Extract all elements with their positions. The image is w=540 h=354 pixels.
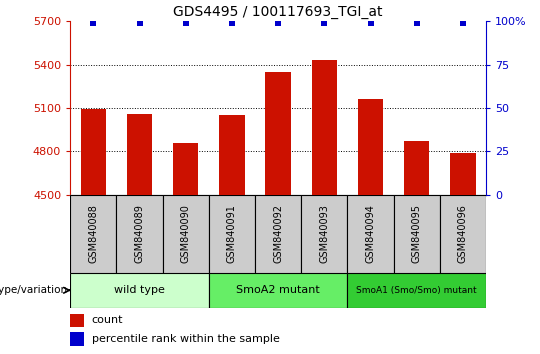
Bar <box>440 195 486 273</box>
Bar <box>450 153 476 195</box>
Bar <box>404 141 429 195</box>
Bar <box>163 195 209 273</box>
Bar <box>394 195 440 273</box>
Text: GSM840091: GSM840091 <box>227 204 237 263</box>
Bar <box>209 195 255 273</box>
Text: GSM840089: GSM840089 <box>134 204 145 263</box>
Bar <box>70 314 84 327</box>
Bar <box>70 273 209 308</box>
Bar <box>219 115 245 195</box>
Bar <box>265 72 291 195</box>
Text: count: count <box>92 315 123 325</box>
Bar <box>347 195 394 273</box>
Title: GDS4495 / 100117693_TGI_at: GDS4495 / 100117693_TGI_at <box>173 5 383 19</box>
Bar <box>347 273 486 308</box>
Bar <box>80 109 106 195</box>
Text: GSM840095: GSM840095 <box>411 204 422 263</box>
Bar <box>358 99 383 195</box>
Bar <box>70 195 117 273</box>
Bar <box>301 195 347 273</box>
Text: GSM840093: GSM840093 <box>319 204 329 263</box>
Bar <box>117 195 163 273</box>
Bar <box>312 60 337 195</box>
Bar <box>255 195 301 273</box>
Text: GSM840096: GSM840096 <box>458 204 468 263</box>
Text: wild type: wild type <box>114 285 165 295</box>
Text: SmoA2 mutant: SmoA2 mutant <box>236 285 320 295</box>
Text: GSM840088: GSM840088 <box>89 204 98 263</box>
Text: SmoA1 (Smo/Smo) mutant: SmoA1 (Smo/Smo) mutant <box>356 286 477 295</box>
Text: GSM840090: GSM840090 <box>181 204 191 263</box>
Text: genotype/variation: genotype/variation <box>0 285 68 295</box>
Bar <box>173 143 198 195</box>
Bar <box>127 114 152 195</box>
Text: GSM840092: GSM840092 <box>273 204 283 263</box>
Text: percentile rank within the sample: percentile rank within the sample <box>92 334 280 344</box>
Text: GSM840094: GSM840094 <box>366 204 375 263</box>
Bar <box>70 332 84 346</box>
Bar <box>209 273 347 308</box>
